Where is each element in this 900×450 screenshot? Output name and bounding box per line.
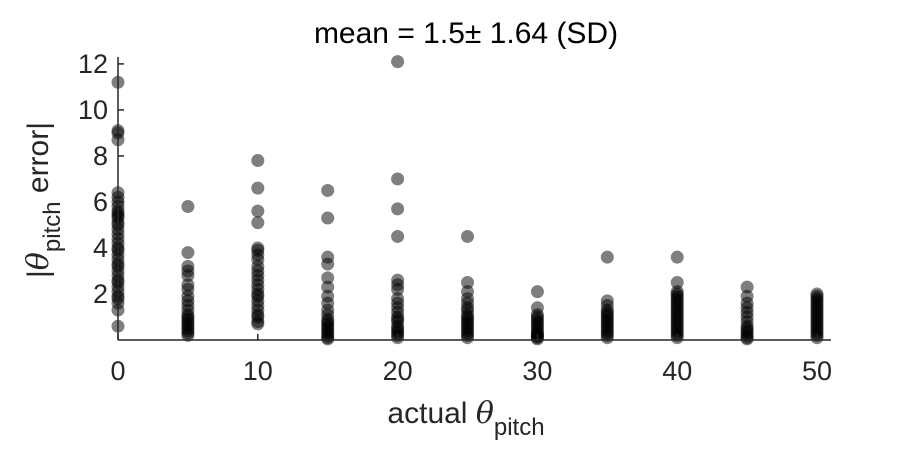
data-point (251, 317, 265, 331)
data-point (181, 246, 195, 260)
data-point (600, 331, 614, 345)
data-point (181, 269, 195, 283)
data-point (321, 211, 335, 225)
x-tick-label: 50 (802, 356, 832, 386)
data-point (461, 275, 475, 289)
data-points (111, 55, 824, 346)
data-point (181, 200, 195, 214)
y-ticks: 2 4 6 8 10 12 (78, 49, 124, 309)
x-axis-label-prefix: actual (387, 397, 475, 430)
x-ticks: 0 10 20 30 40 50 (110, 334, 832, 386)
y-tick-label: 10 (78, 95, 108, 125)
data-point (391, 172, 405, 186)
data-point (321, 280, 335, 294)
data-point (391, 282, 405, 296)
y-tick-label: 2 (93, 279, 108, 309)
y-tick-label: 6 (93, 187, 108, 217)
data-point (251, 154, 265, 168)
y-tick-label: 4 (93, 233, 108, 263)
y-axis-label-subscript: pitch (39, 201, 66, 252)
data-point (391, 55, 405, 69)
data-point (530, 285, 544, 299)
x-tick-label: 40 (662, 356, 692, 386)
data-point (391, 229, 405, 243)
data-point (391, 202, 405, 216)
x-axis-label-subscript: pitch (494, 414, 545, 441)
y-axis-label-theta: θ (21, 252, 56, 270)
data-point (670, 250, 684, 264)
data-point (670, 275, 684, 289)
y-tick-label: 12 (78, 49, 108, 79)
data-point (461, 331, 475, 345)
y-axis-label: |θpitch error| (21, 122, 66, 278)
data-point (251, 216, 265, 230)
y-axis-label-bar: | (22, 270, 55, 278)
data-point (600, 250, 614, 264)
data-point (740, 332, 754, 346)
y-tick-label: 8 (93, 141, 108, 171)
x-axis-label-theta: θ (476, 396, 494, 431)
x-tick-label: 10 (243, 356, 273, 386)
x-tick-label: 0 (110, 356, 125, 386)
data-point (740, 280, 754, 294)
data-point (321, 257, 335, 271)
data-point (181, 328, 195, 342)
chart-title: mean = 1.5± 1.64 (SD) (314, 17, 618, 50)
data-point (321, 332, 335, 346)
y-axis-label-suffix: error| (22, 122, 55, 201)
x-tick-label: 20 (383, 356, 413, 386)
data-point (321, 183, 335, 197)
data-point (251, 181, 265, 195)
data-point (321, 271, 335, 285)
data-point (251, 204, 265, 218)
data-point (461, 229, 475, 243)
x-axis-label: actual θpitch (387, 396, 544, 441)
x-tick-label: 30 (522, 356, 552, 386)
